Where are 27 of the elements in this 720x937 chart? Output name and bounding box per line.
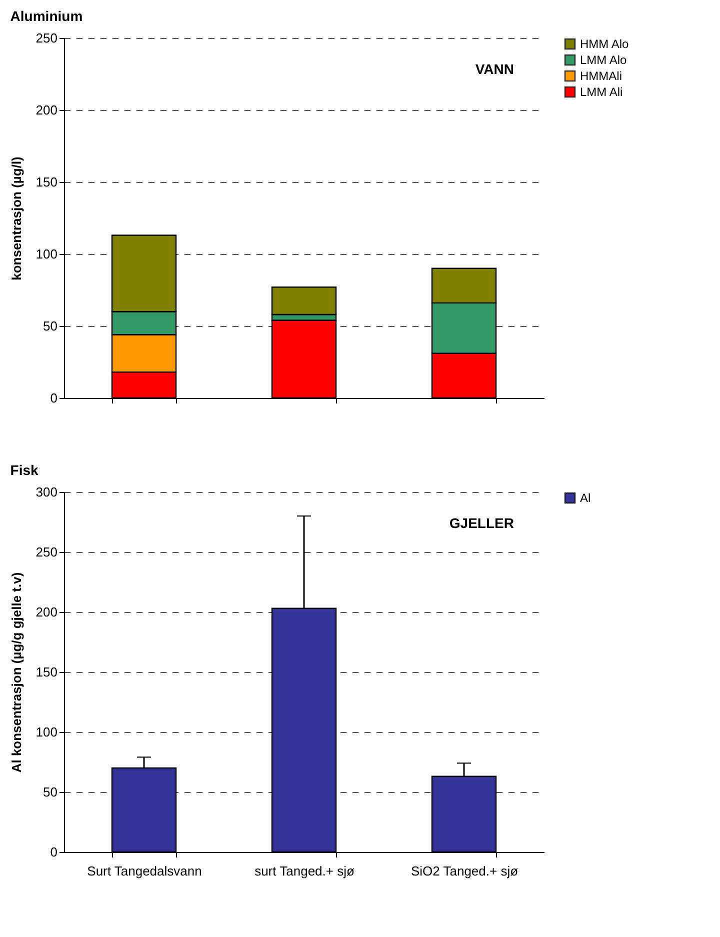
y-tick-label: 250 bbox=[36, 544, 58, 560]
legend-label: LMM Ali bbox=[580, 85, 623, 99]
legend-label: HMM Alo bbox=[580, 37, 629, 51]
legend-label: HMMAli bbox=[580, 69, 622, 83]
y-tick-label: 300 bbox=[36, 484, 58, 500]
y-tick-label: 0 bbox=[50, 390, 58, 406]
chart-title: Fisk bbox=[10, 462, 39, 478]
y-tick-label: 100 bbox=[36, 246, 58, 262]
y-axis-title: Al konsentrasjon (µg/g gjelle t.v) bbox=[8, 572, 24, 773]
y-tick-label: 50 bbox=[43, 318, 58, 334]
legend-label: LMM Alo bbox=[580, 53, 628, 67]
chart-title: Aluminium bbox=[10, 8, 83, 24]
legend-label: Al bbox=[580, 491, 591, 505]
y-tick-label: 200 bbox=[36, 604, 58, 620]
annotation: VANN bbox=[475, 61, 514, 77]
y-tick-label: 200 bbox=[36, 102, 58, 118]
x-tick-label: Surt Tangedalsvann bbox=[87, 864, 202, 878]
x-tick-label: SiO2 Tanged.+ sjø bbox=[410, 864, 518, 878]
annotation: GJELLER bbox=[449, 515, 514, 531]
y-tick-label: 150 bbox=[36, 174, 58, 190]
y-tick-label: 100 bbox=[36, 724, 58, 740]
y-tick-label: 0 bbox=[50, 844, 58, 860]
y-tick-label: 250 bbox=[36, 30, 58, 46]
y-tick-label: 150 bbox=[36, 664, 58, 680]
y-tick-label: 50 bbox=[43, 784, 58, 800]
x-tick-label: surt Tanged.+ sjø bbox=[254, 864, 354, 878]
y-axis-title: konsentrasjon (µg/l) bbox=[8, 156, 24, 280]
